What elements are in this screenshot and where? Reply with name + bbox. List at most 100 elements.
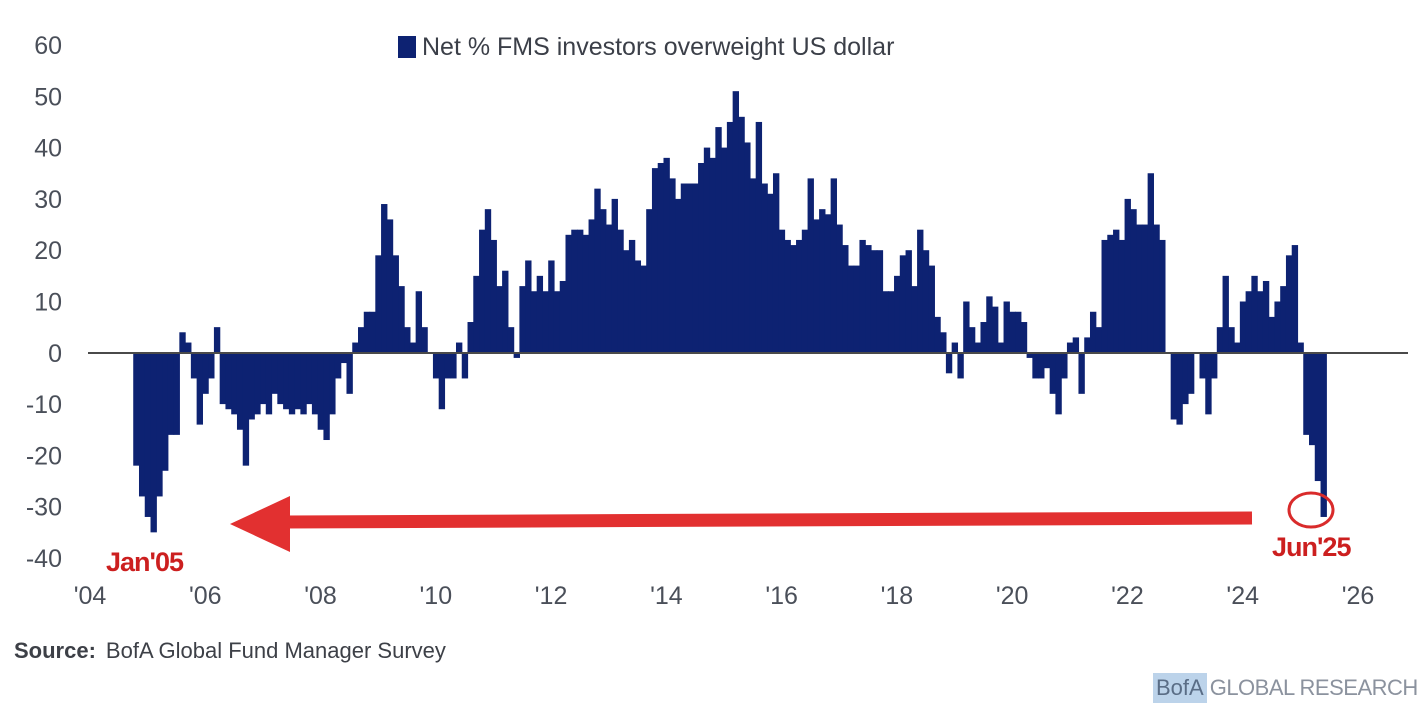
bar — [265, 352, 273, 415]
bar — [144, 352, 152, 517]
bar — [530, 291, 538, 353]
bar — [525, 260, 532, 353]
bar — [363, 311, 371, 353]
bar — [542, 291, 549, 353]
bar — [346, 352, 353, 394]
bar — [213, 327, 221, 353]
bar — [801, 229, 809, 353]
bar — [957, 352, 964, 379]
bar — [208, 352, 215, 379]
bar — [461, 352, 469, 379]
y-axis-ticks: 60 50 40 30 20 10 0 -10 -20 -30 -40 — [26, 32, 62, 573]
bar — [680, 183, 688, 353]
bar — [594, 188, 601, 353]
bar — [738, 116, 745, 353]
annotation-arrow — [230, 496, 1253, 552]
x-tick-label: '24 — [1226, 582, 1259, 610]
bar — [150, 352, 157, 533]
bar — [1124, 198, 1131, 353]
bar — [438, 352, 446, 410]
bar — [571, 229, 578, 353]
x-tick-label: '20 — [996, 582, 1029, 610]
bar — [513, 352, 520, 358]
bar — [167, 352, 175, 435]
arrow-head — [230, 496, 290, 552]
bar — [732, 91, 740, 353]
bar — [1107, 234, 1114, 353]
bar — [669, 178, 676, 353]
chart: 60 50 40 30 20 10 0 -10 -20 -30 -40 '04 '06 '08 '10 '1… — [26, 32, 1408, 610]
bar — [865, 245, 872, 353]
bar — [905, 250, 912, 353]
bar — [260, 352, 267, 405]
y-tick-label: 0 — [48, 340, 62, 368]
bar-series — [133, 91, 1327, 533]
bar — [1199, 352, 1206, 379]
source-note: Source: BofA Global Fund Manager Survey — [14, 638, 446, 664]
bar — [790, 245, 797, 353]
x-tick-label: '16 — [765, 582, 798, 610]
bar — [565, 234, 572, 353]
bar — [415, 291, 423, 353]
bar — [715, 127, 722, 353]
bar — [479, 229, 486, 353]
legend-swatch — [398, 36, 416, 58]
annotation-jan05: Jan'05 — [106, 547, 184, 577]
bar — [813, 219, 820, 353]
bar — [588, 219, 595, 353]
bar — [577, 229, 584, 353]
bar — [980, 322, 987, 353]
bar — [294, 352, 301, 410]
bar — [870, 250, 878, 353]
bar — [1159, 239, 1166, 353]
bar — [1061, 352, 1068, 379]
brand-box: BofA — [1153, 673, 1207, 703]
bar — [1089, 311, 1097, 353]
bar — [1095, 327, 1103, 353]
bar — [778, 229, 786, 353]
bar — [1147, 173, 1154, 353]
bar — [1205, 352, 1212, 415]
bar — [917, 229, 924, 353]
y-tick-label: 20 — [34, 237, 62, 265]
bar — [945, 352, 953, 374]
x-tick-label: '18 — [881, 582, 914, 610]
bar — [582, 234, 590, 353]
bar — [473, 275, 480, 353]
bar — [1239, 301, 1247, 353]
bar — [496, 286, 503, 353]
bar — [807, 178, 814, 353]
bar — [1141, 224, 1149, 353]
bar — [409, 342, 417, 353]
bar — [1084, 337, 1091, 353]
bar — [392, 255, 399, 353]
bar — [306, 352, 313, 405]
source-label: Source: — [14, 638, 96, 663]
bar — [1153, 224, 1160, 353]
bar — [432, 352, 440, 379]
bar — [467, 322, 474, 353]
bar — [836, 224, 843, 353]
bar — [1118, 239, 1126, 353]
bar — [617, 229, 624, 353]
bar — [1130, 209, 1137, 353]
bar — [651, 168, 659, 353]
annotation-jun25: Jun'25 — [1272, 532, 1351, 562]
bar — [819, 209, 826, 353]
bar — [847, 265, 855, 353]
bar — [334, 352, 342, 379]
bar — [190, 352, 198, 379]
bar — [1222, 275, 1229, 353]
bar — [202, 352, 209, 394]
bar — [1234, 342, 1241, 353]
bar — [640, 265, 647, 353]
bar — [133, 352, 140, 466]
bar — [1101, 239, 1108, 353]
bar — [225, 352, 232, 410]
bar — [1257, 291, 1264, 353]
y-tick-label: -30 — [26, 494, 62, 522]
bar — [283, 352, 290, 410]
bar — [928, 265, 935, 353]
bar — [369, 311, 376, 353]
bar — [911, 286, 918, 353]
